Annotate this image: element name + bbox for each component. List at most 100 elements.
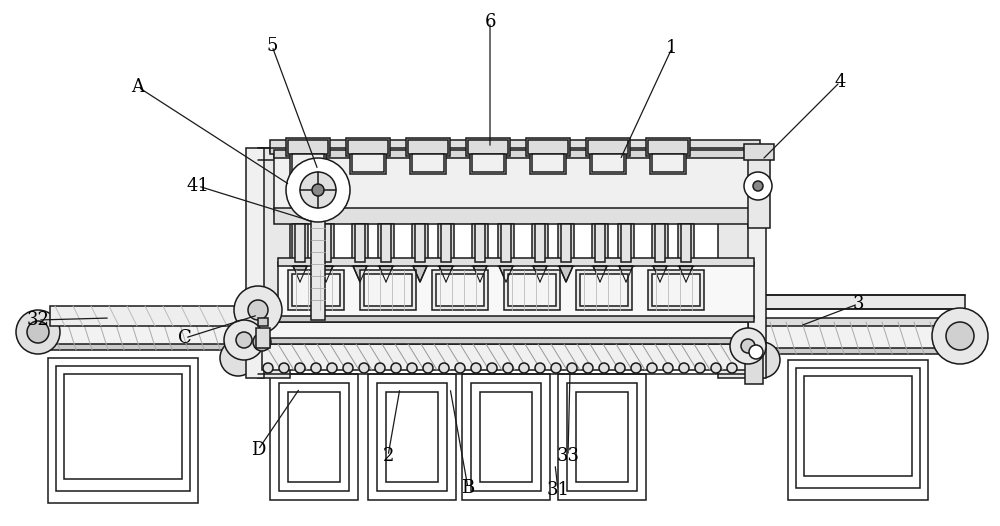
Text: C: C — [178, 329, 192, 347]
Polygon shape — [439, 266, 453, 282]
Bar — [588, 140, 628, 154]
Circle shape — [248, 300, 268, 320]
Bar — [466, 138, 510, 156]
Bar — [381, 224, 391, 262]
Bar — [652, 154, 684, 172]
Bar — [410, 152, 446, 174]
Bar — [352, 154, 384, 172]
Bar — [292, 224, 308, 266]
Bar — [258, 338, 748, 344]
Bar — [288, 392, 340, 482]
Circle shape — [295, 363, 305, 373]
Bar — [346, 138, 390, 156]
Bar — [558, 224, 574, 266]
Bar — [472, 154, 504, 172]
Bar — [804, 376, 912, 476]
Bar — [590, 152, 626, 174]
Circle shape — [16, 310, 60, 354]
Text: 2: 2 — [382, 447, 394, 465]
Bar — [748, 148, 770, 228]
Bar — [592, 154, 624, 172]
Bar — [258, 318, 748, 340]
Bar — [274, 208, 756, 224]
Bar — [348, 140, 388, 154]
Text: 6: 6 — [484, 13, 496, 31]
Circle shape — [253, 333, 271, 351]
Bar — [274, 154, 756, 212]
Bar — [279, 383, 349, 491]
Bar — [441, 224, 451, 262]
Circle shape — [439, 363, 449, 373]
Bar — [567, 383, 637, 491]
Bar — [755, 318, 970, 326]
Circle shape — [236, 332, 252, 348]
Bar — [745, 356, 763, 384]
Bar — [471, 383, 541, 491]
Circle shape — [27, 321, 49, 343]
Bar — [28, 344, 248, 350]
Bar — [576, 392, 628, 482]
Bar — [288, 270, 344, 310]
Text: D: D — [251, 441, 265, 459]
Bar — [532, 224, 548, 266]
Bar — [258, 148, 290, 378]
Circle shape — [741, 339, 755, 353]
Circle shape — [730, 328, 766, 364]
Bar — [274, 150, 756, 158]
Circle shape — [615, 363, 625, 373]
Circle shape — [455, 363, 465, 373]
Bar — [415, 224, 425, 262]
Polygon shape — [559, 266, 573, 282]
Bar — [765, 295, 965, 309]
Bar — [475, 224, 485, 262]
Text: 32: 32 — [27, 311, 49, 329]
Bar — [258, 316, 748, 322]
Bar — [386, 392, 438, 482]
Circle shape — [279, 363, 289, 373]
Bar — [528, 140, 568, 154]
Circle shape — [647, 363, 657, 373]
Text: 4: 4 — [834, 73, 846, 91]
Bar — [436, 274, 484, 306]
Text: 1: 1 — [666, 39, 678, 57]
Bar — [681, 224, 691, 262]
Bar — [796, 368, 920, 488]
Circle shape — [311, 363, 321, 373]
Circle shape — [727, 363, 737, 373]
Circle shape — [551, 363, 561, 373]
Bar — [535, 224, 545, 262]
Circle shape — [749, 345, 763, 359]
Polygon shape — [319, 266, 333, 282]
Bar — [368, 374, 456, 500]
Bar — [408, 140, 448, 154]
Bar — [652, 224, 668, 266]
Circle shape — [663, 363, 673, 373]
Bar — [364, 274, 412, 306]
Bar — [755, 322, 970, 350]
Text: 41: 41 — [187, 177, 209, 195]
Text: 3: 3 — [852, 295, 864, 313]
Bar — [468, 140, 508, 154]
Polygon shape — [293, 266, 307, 282]
Bar — [648, 140, 688, 154]
Bar — [438, 224, 454, 266]
Circle shape — [599, 363, 609, 373]
Circle shape — [519, 363, 529, 373]
Bar — [378, 224, 394, 266]
Bar — [501, 224, 511, 262]
Circle shape — [327, 363, 337, 373]
Circle shape — [343, 363, 353, 373]
Bar — [432, 270, 488, 310]
Bar — [504, 270, 560, 310]
Bar — [355, 224, 365, 262]
Bar — [258, 318, 268, 326]
Bar — [377, 383, 447, 491]
Circle shape — [471, 363, 481, 373]
Circle shape — [679, 363, 689, 373]
Polygon shape — [653, 266, 667, 282]
Bar — [646, 138, 690, 156]
Bar — [532, 154, 564, 172]
Bar — [28, 314, 248, 322]
Bar — [592, 224, 608, 266]
Bar — [652, 274, 700, 306]
